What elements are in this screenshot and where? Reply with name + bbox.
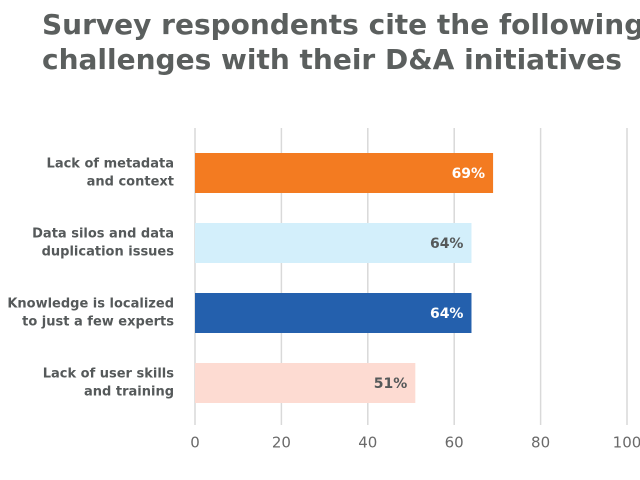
- x-tick-label: 20: [272, 434, 291, 452]
- x-tick-label: 80: [531, 434, 550, 452]
- y-tick-label: Lack of metadata: [47, 157, 174, 172]
- x-tick-label: 60: [445, 434, 464, 452]
- value-label: 69%: [452, 166, 486, 182]
- y-tick-label: and training: [84, 385, 174, 400]
- y-tick-label: Data silos and data: [32, 227, 174, 242]
- bar: [195, 293, 472, 333]
- bar: [195, 363, 416, 403]
- chart-title: Survey respondents cite the following: [42, 8, 640, 41]
- y-tick-label: Lack of user skills: [43, 367, 175, 382]
- chart-title: challenges with their D&A initiatives: [42, 43, 622, 76]
- bar: [195, 223, 472, 263]
- y-tick-label: duplication issues: [42, 245, 175, 260]
- x-tick-label: 0: [190, 434, 200, 452]
- x-tick-label: 40: [358, 434, 377, 452]
- value-label: 64%: [430, 236, 464, 252]
- x-tick-label: 100: [613, 434, 640, 452]
- value-label: 51%: [374, 376, 408, 392]
- y-tick-label: Knowledge is localized: [7, 297, 174, 312]
- y-tick-label: to just a few experts: [22, 315, 174, 330]
- bar: [195, 153, 494, 193]
- y-tick-label: and context: [87, 175, 174, 190]
- value-label: 64%: [430, 306, 464, 322]
